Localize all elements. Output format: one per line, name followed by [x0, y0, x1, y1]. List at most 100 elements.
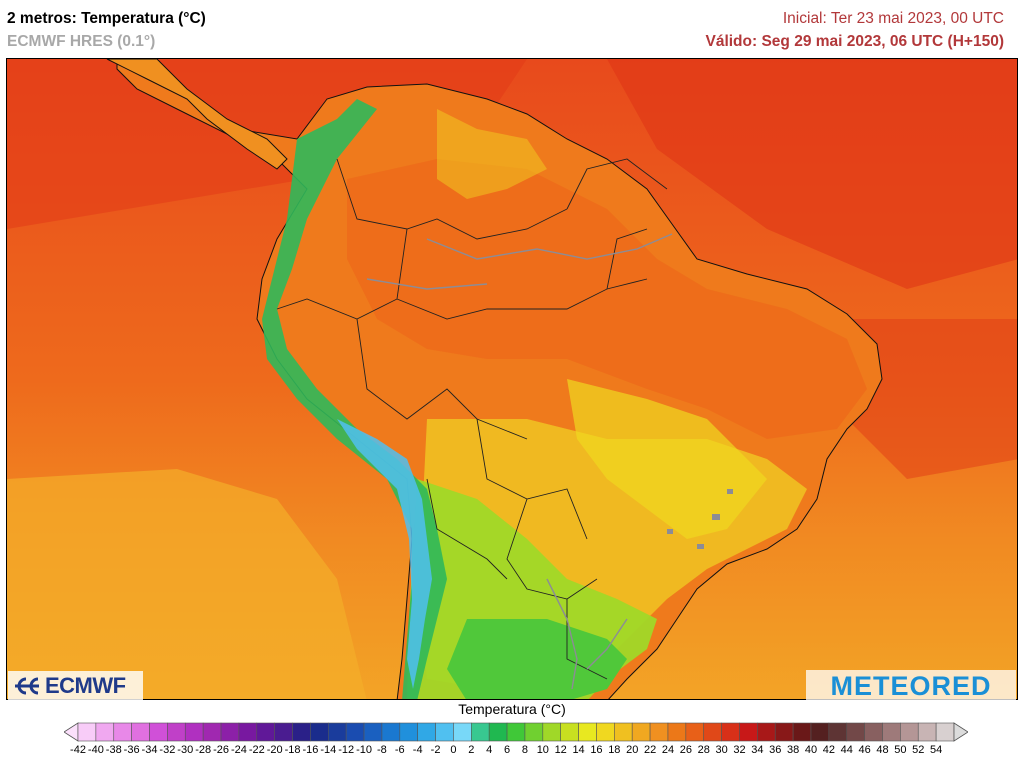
colorbar-swatch: [774, 722, 794, 742]
colorbar-max-arrow: [953, 722, 968, 742]
map-title: 2 metros: Temperatura (°C): [7, 10, 206, 27]
colorbar-swatch: [131, 722, 150, 742]
temperature-map[interactable]: [6, 58, 1018, 700]
colorbar-swatch: [900, 722, 919, 742]
colorbar-tick-label: -12: [338, 744, 355, 756]
colorbar-swatch: [149, 722, 168, 742]
header-right: Inicial: Ter 23 mai 2023, 00 UTC Válido:…: [705, 9, 1004, 52]
header-left: 2 metros: Temperatura (°C) ECMWF HRES (0…: [7, 9, 206, 52]
colorbar-swatch: [95, 722, 115, 742]
colorbar-title: Temperatura (°C): [458, 701, 566, 717]
colorbar-tick-label: 36: [769, 744, 782, 756]
colorbar-tick-label: 50: [894, 744, 907, 756]
andes-cold-strip: [262, 99, 447, 699]
meteored-logo[interactable]: METEORED: [806, 670, 1016, 702]
colorbar-tick-label: 0: [450, 744, 457, 756]
colorbar-swatch: [345, 722, 365, 742]
meteored-logo-text: METEORED: [830, 670, 992, 701]
colorbar-tick-label: -40: [87, 744, 104, 756]
colorbar-tick-label: 54: [929, 744, 943, 756]
central-brazil-mild: [567, 379, 767, 539]
colorbar-tick-label: 12: [554, 744, 567, 756]
colorbar-tick-label: -32: [159, 744, 176, 756]
colorbar-tick-label: -10: [356, 744, 372, 756]
colorbar-swatch: [399, 722, 418, 742]
colorbar-swatch: [757, 722, 776, 742]
colorbar-tick-label: -38: [105, 744, 122, 756]
colorbar-tick-label: -4: [412, 744, 423, 756]
colorbar-tick-label: 14: [572, 744, 585, 756]
colorbar-tick-label: 24: [661, 744, 675, 756]
colorbar-swatch: [381, 722, 401, 742]
map-canvas: [7, 59, 1017, 699]
colorbar-tick-label: -30: [177, 744, 194, 756]
colorbar-swatch: [417, 722, 436, 742]
colorbar-swatch: [721, 722, 740, 742]
colorbar-swatch: [363, 722, 383, 742]
colorbar-tick-label: 52: [912, 744, 925, 756]
colorbar-swatch: [256, 722, 275, 742]
colorbar-swatch: [167, 722, 186, 742]
colorbar-swatch: [596, 722, 615, 742]
uruguay-cool-region: [447, 619, 627, 699]
colorbar-tick-label: -6: [394, 744, 405, 756]
colorbar-swatch: [935, 722, 955, 742]
colorbar-swatch: [524, 722, 544, 742]
colorbar-swatch: [77, 722, 97, 742]
colorbar-swatch: [220, 722, 240, 742]
colorbar-tick-label: 6: [503, 744, 511, 756]
colorbar-tick-label: 8: [521, 744, 528, 756]
colorbar-tick-label: 4: [486, 744, 493, 756]
ecmwf-logo-text: ECMWF: [45, 673, 126, 698]
colorbar-tick-label: 44: [840, 744, 853, 756]
colorbar-swatch: [488, 722, 508, 742]
colorbar-swatch: [238, 722, 258, 742]
colorbar-swatch: [685, 722, 705, 742]
colorbar-tick-label: -34: [141, 744, 158, 756]
colorbar-swatch: [506, 722, 526, 742]
colorbar-tick-label: 22: [643, 744, 657, 756]
colorbar-tick-label: -16: [302, 744, 319, 756]
colorbar-swatch: [882, 722, 901, 742]
colorbar-swatch: [828, 722, 848, 742]
colorbar-tick-label: 34: [751, 744, 764, 756]
colorbar-tick-label: 48: [876, 744, 889, 756]
colorbar-swatch: [631, 722, 651, 742]
south-pacific-cool: [7, 469, 367, 699]
colorbar-tick-label: -26: [213, 744, 229, 756]
model-subtitle: ECMWF HRES (0.1°): [7, 33, 156, 50]
colorbar-tick-label: -24: [230, 744, 247, 756]
colorbar-tick-label: -22: [248, 744, 265, 756]
atlantic-warm-band: [607, 59, 1017, 289]
colorbar-swatch: [292, 722, 311, 742]
colorbar-swatch: [578, 722, 597, 742]
amazon-warm-region: [347, 159, 867, 439]
colorbar-tick-label: 42: [822, 744, 835, 756]
colorbar-tick-label: -14: [320, 744, 337, 756]
colorbar-tick-label: 40: [804, 744, 818, 756]
colorbar-swatch: [614, 722, 633, 742]
colorbar-swatch: [864, 722, 883, 742]
colorbar-swatch: [435, 722, 454, 742]
guiana-highlands: [437, 109, 547, 199]
colorbar-tick-label: 32: [733, 744, 746, 756]
colorbar-swatch: [649, 722, 669, 742]
ecmwf-mark-icon: [15, 677, 39, 695]
colorbar-tick-label: -8: [377, 744, 387, 756]
colorbar-swatch: [846, 722, 865, 742]
colorbar-swatch: [327, 722, 347, 742]
colorbar-swatch: [453, 722, 472, 742]
colorbar-tick-label: 18: [608, 744, 621, 756]
rivers: [366, 233, 673, 690]
colorbar-min-arrow: [64, 722, 79, 742]
colorbar-swatch: [202, 722, 222, 742]
colorbar-swatch: [542, 722, 561, 742]
colorbar-swatch: [560, 722, 579, 742]
colorbar-swatch: [184, 722, 204, 742]
colorbar-tick-label: 28: [697, 744, 710, 756]
colorbar-tick-label: -2: [430, 744, 441, 756]
colorbar-swatch: [113, 722, 132, 742]
colorbar-swatch: [810, 722, 830, 742]
valid-time: Válido: Seg 29 mai 2023, 06 UTC (H+150): [705, 33, 1004, 50]
colorbar-tick-label: 30: [715, 744, 728, 756]
